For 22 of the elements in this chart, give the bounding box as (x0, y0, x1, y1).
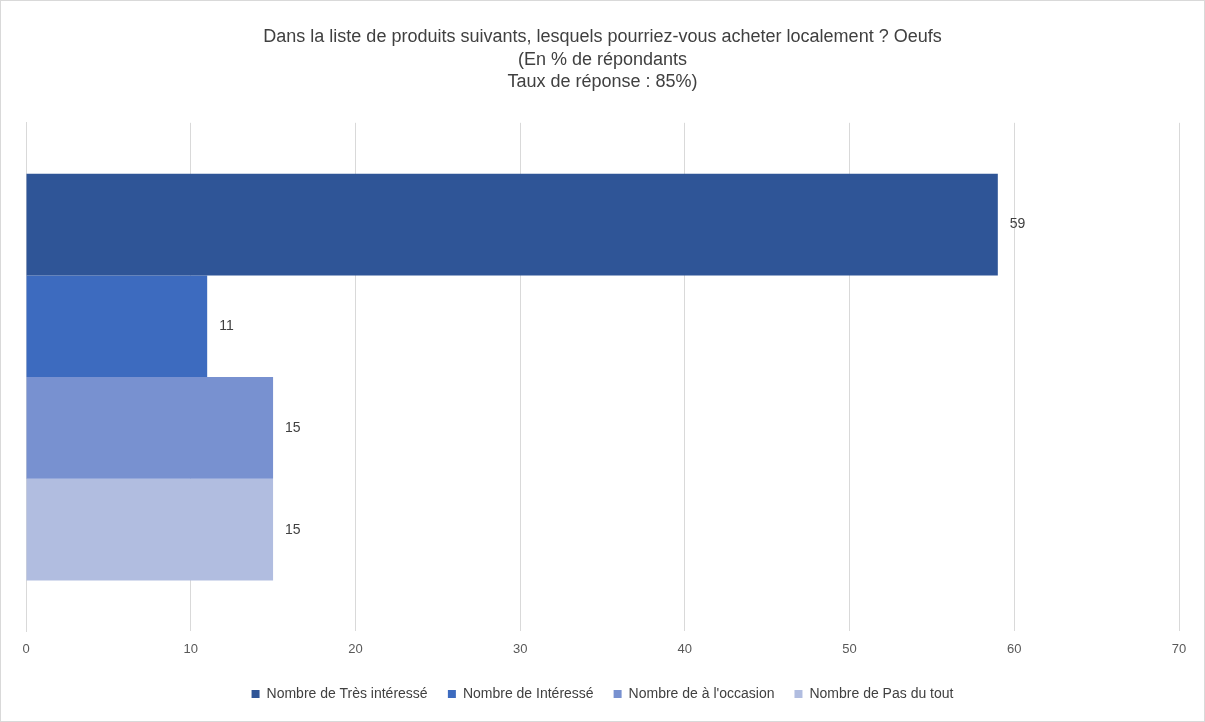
x-tick-label: 10 (183, 640, 198, 656)
chart-subtitle: (En % de répondants Taux de réponse : 85%) (507, 49, 698, 91)
bar (26, 377, 274, 479)
bar (26, 173, 998, 276)
data-label: 11 (219, 317, 234, 334)
legend-label: Nombre de Pas du tout (809, 684, 954, 701)
legend-label: Nombre de Très intéressé (266, 684, 428, 701)
x-tick-label: 50 (842, 640, 857, 656)
x-tick-label: 30 (512, 640, 528, 656)
data-label: 15 (285, 418, 301, 435)
x-tick-label: 40 (677, 640, 693, 656)
x-tick-label: 70 (1171, 640, 1187, 656)
data-label: 59 (1009, 215, 1026, 232)
legend-label: Nombre de Intéressé (462, 684, 594, 701)
data-label: 15 (285, 520, 301, 537)
x-tick-label: 20 (348, 640, 363, 656)
bar (26, 478, 274, 581)
bar (26, 275, 208, 378)
legend-label: Nombre de à l'occasion (628, 684, 775, 701)
x-tick-label: 60 (1007, 640, 1022, 656)
x-tick-label: 0 (22, 640, 30, 656)
chart-title: Dans la liste de produits suivants, lesquels pourriez-vous acheter localement ? Oeufs (263, 25, 942, 46)
